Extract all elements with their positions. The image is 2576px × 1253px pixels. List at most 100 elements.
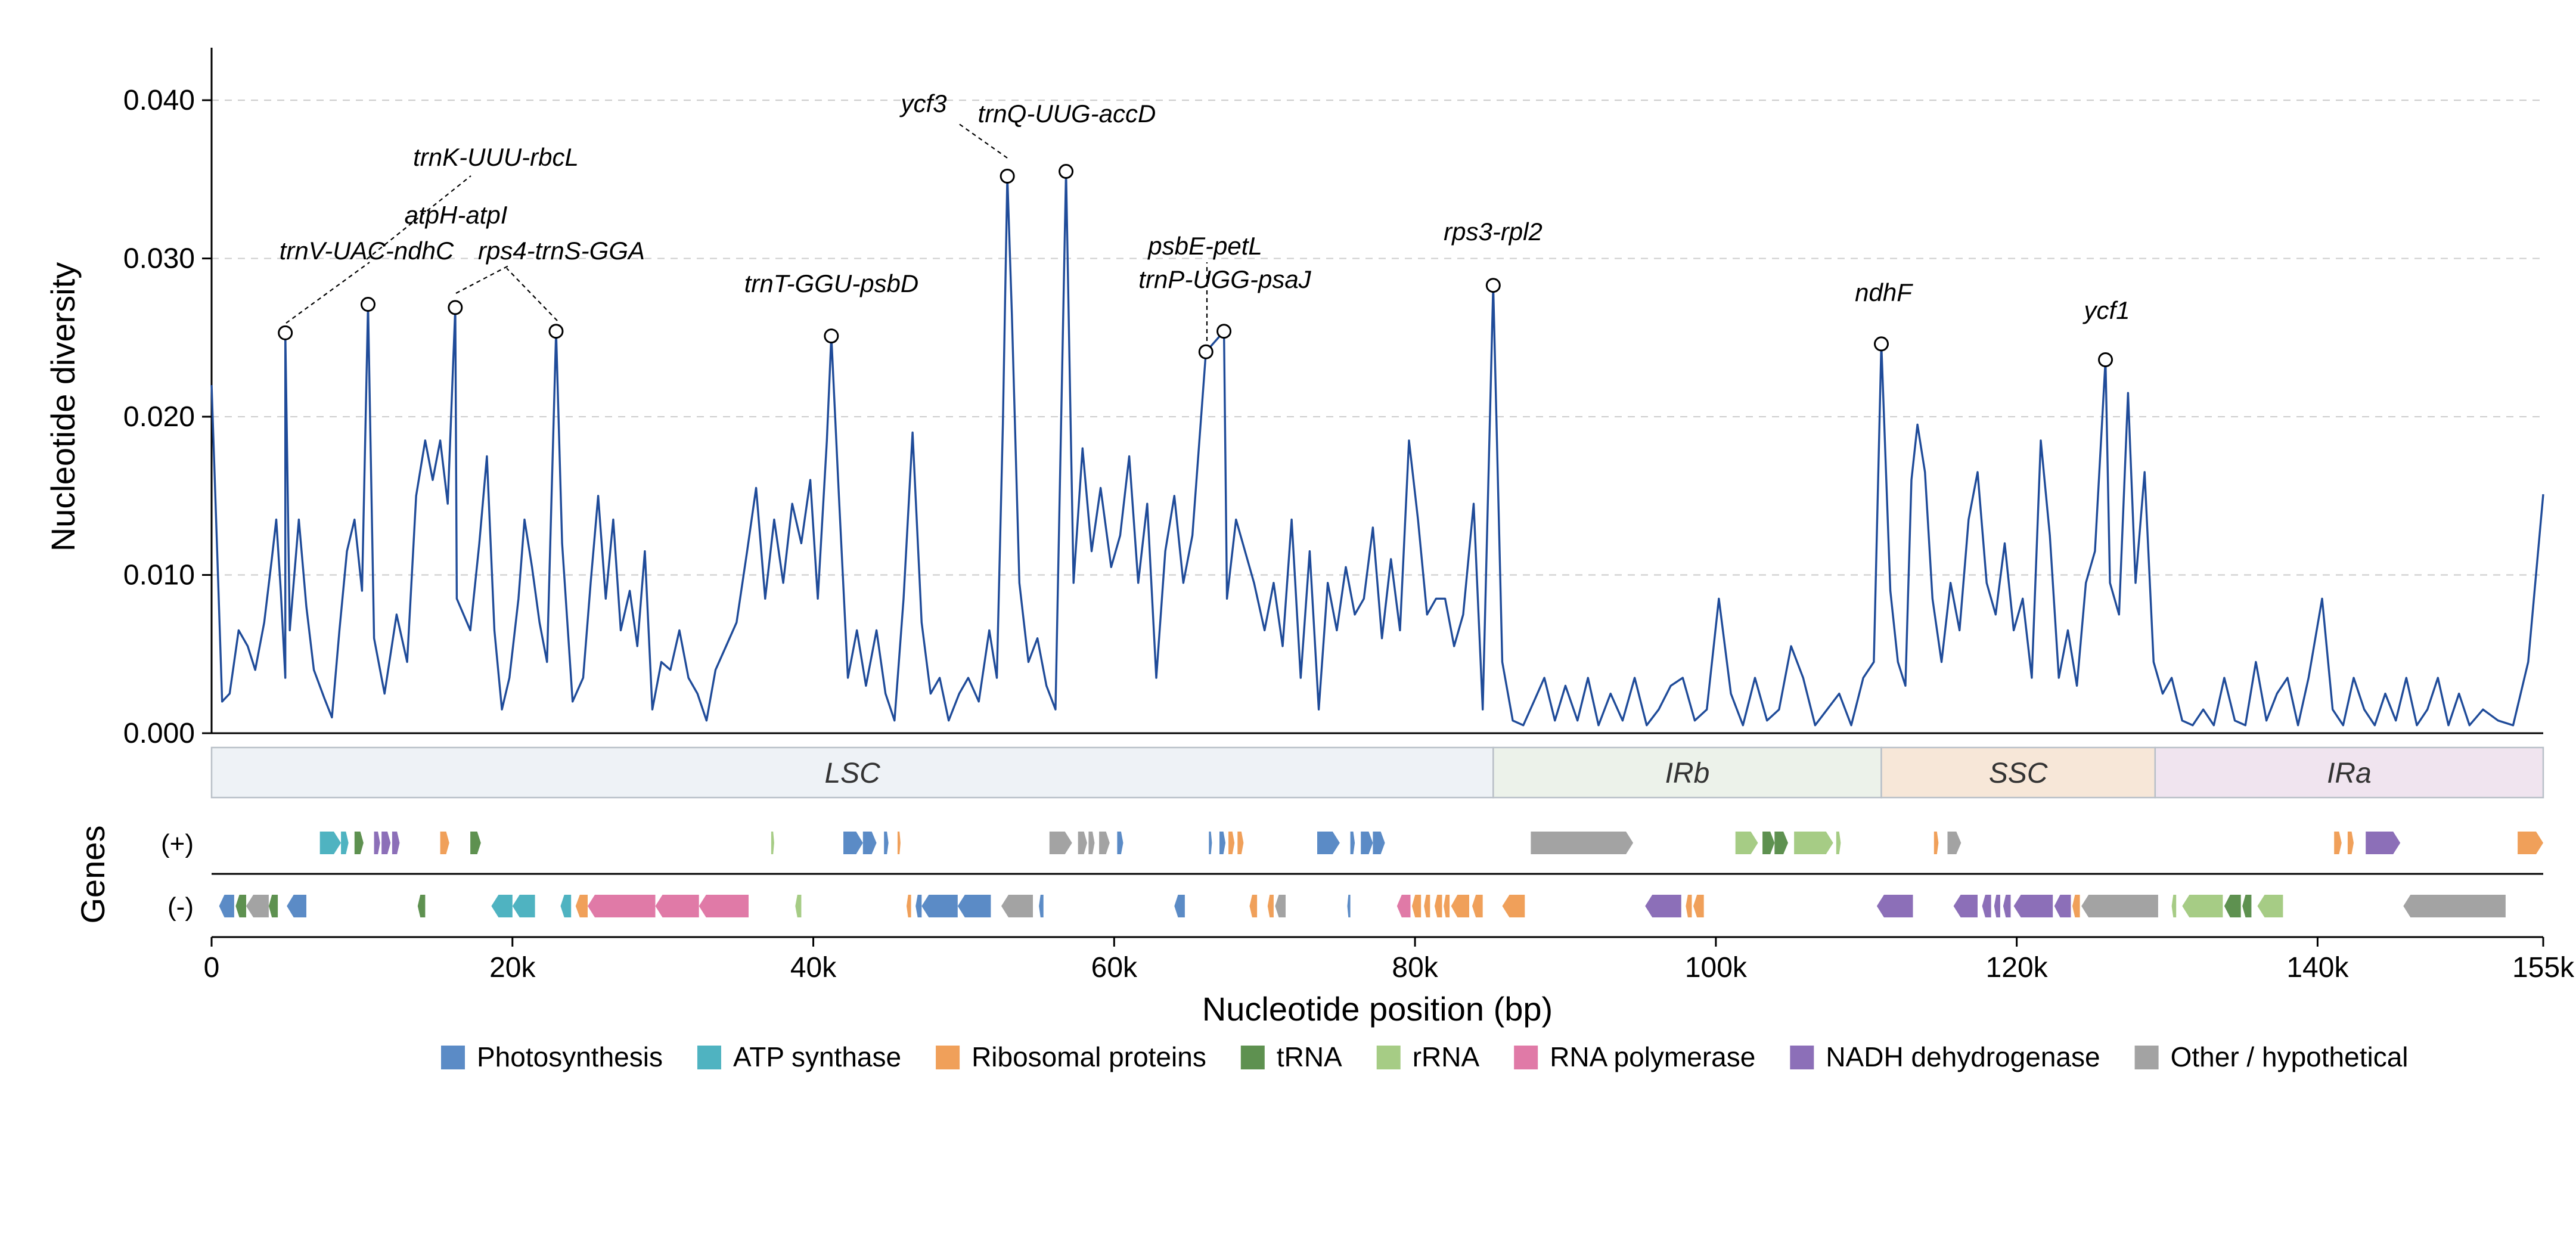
legend-swatch — [2134, 1046, 2159, 1069]
peak-marker — [1216, 324, 1232, 339]
gene-minus-strand — [655, 895, 699, 917]
gene-plus-strand — [1794, 832, 1833, 854]
x-tick-label: 155k — [2512, 952, 2575, 984]
gene-plus-strand — [1237, 832, 1244, 854]
peak-marker — [2098, 352, 2113, 367]
gene-minus-strand — [921, 895, 958, 917]
gene-minus-strand — [2171, 895, 2177, 917]
peak-label: rps3-rpl2 — [1444, 218, 1543, 246]
peak-marker — [548, 324, 564, 339]
gene-plus-strand — [1774, 832, 1788, 854]
gene-plus-strand — [1209, 832, 1212, 854]
peak-marker — [448, 300, 463, 315]
legend-label: NADH dehydrogenase — [1826, 1041, 2100, 1072]
gene-plus-strand — [1228, 832, 1235, 854]
gene-plus-strand — [1762, 832, 1775, 854]
gene-minus-strand — [1982, 895, 1991, 917]
gene-minus-strand — [2257, 895, 2283, 917]
gene-minus-strand — [907, 895, 911, 917]
peak-label: ycf3 — [899, 89, 946, 117]
gene-plus-strand — [2334, 832, 2342, 854]
gene-plus-strand — [1117, 832, 1123, 854]
gene-minus-strand — [560, 895, 572, 917]
gene-minus-strand — [1001, 895, 1033, 917]
x-tick-label: 80k — [1392, 952, 1438, 984]
x-tick-label: 100k — [1685, 952, 1748, 984]
gene-plus-strand — [1735, 832, 1758, 854]
gene-minus-strand — [795, 895, 802, 917]
gene-plus-strand — [1373, 832, 1385, 854]
legend-label: Photosynthesis — [477, 1041, 663, 1072]
region-label: SSC — [1989, 758, 2048, 789]
legend-label: tRNA — [1277, 1041, 1342, 1072]
peak-marker — [1059, 164, 1074, 179]
gene-minus-strand — [219, 895, 234, 917]
peak-label: trnV-UAC-ndhC — [280, 237, 454, 265]
y-gridlines — [212, 99, 2543, 576]
gene-minus-strand — [1396, 895, 1411, 917]
x-tick-label: 20k — [489, 952, 536, 984]
gene-minus-strand — [1994, 895, 2000, 917]
gene-plus-strand — [1099, 832, 1110, 854]
legend-swatch — [1240, 1046, 1265, 1069]
gene-minus-strand — [1434, 895, 1442, 917]
gene-minus-strand — [1412, 895, 1422, 917]
gene-minus-strand — [1693, 895, 1704, 917]
gene-plus-strand — [1531, 832, 1634, 854]
gene-minus-strand — [1502, 895, 1525, 917]
gene-plus-strand — [2518, 832, 2543, 854]
legend-label: ATP synthase — [733, 1041, 901, 1072]
gene-plus-strand — [1933, 832, 1939, 854]
legend: Photosynthesis ATP synthase Ribosomal prot… — [441, 1041, 2409, 1072]
gene-minus-strand — [1645, 895, 1681, 917]
gene-plus-strand — [2347, 832, 2354, 854]
legend-label: Ribosomal proteins — [972, 1041, 1206, 1072]
gene-minus-strand — [1275, 895, 1286, 917]
gene-plus-strand — [884, 832, 889, 854]
gene-minus-strand — [1472, 895, 1483, 917]
gene-minus-strand — [1249, 895, 1258, 917]
x-tick-label: 0 — [204, 952, 220, 984]
gene-minus-strand — [699, 895, 749, 917]
x-tick-label: 140k — [2286, 952, 2349, 984]
peak-label: trnK-UUU-rbcL — [413, 143, 579, 171]
gene-minus-strand — [2013, 895, 2053, 917]
gene-minus-strand — [575, 895, 588, 917]
gene-minus-strand — [235, 895, 246, 917]
gene-plus-strand — [1219, 832, 1226, 854]
gene-minus-strand — [417, 895, 426, 917]
peak-markers: trnV-UAC-ndhC trnK-UUU-rbcL atpH-atpI rps4-… — [278, 89, 2130, 367]
gene-minus-strand — [957, 895, 991, 917]
gene-plus-strand — [440, 832, 449, 854]
plus-strand-label: (+) — [161, 829, 194, 858]
gene-plus-strand — [843, 832, 863, 854]
gene-plus-strand — [341, 832, 349, 854]
gene-minus-strand — [2081, 895, 2158, 917]
region-label: IRb — [1665, 758, 1710, 789]
y-axis-title: Nucleotide diversity — [44, 262, 82, 552]
x-tick-label: 40k — [790, 952, 837, 984]
peak-marker — [1000, 169, 1015, 184]
gene-plus-strand — [771, 832, 774, 854]
region-ssc — [1880, 746, 2156, 799]
gene-minus-strand — [915, 895, 922, 917]
y-tick-label: 0.020 — [123, 401, 195, 433]
gene-plus-strand — [1350, 832, 1355, 854]
gene-plus-strand — [2366, 832, 2401, 854]
peak-marker — [824, 328, 839, 344]
gene-minus-strand — [2403, 895, 2506, 917]
gene-minus-strand — [1451, 895, 1469, 917]
x-tick-label: 60k — [1091, 952, 1138, 984]
gene-minus-strand — [2182, 895, 2223, 917]
y-tick-label: 0.030 — [123, 243, 195, 275]
peak-marker — [360, 297, 375, 312]
gene-minus-strand — [2242, 895, 2252, 917]
gene-minus-strand — [2072, 895, 2080, 917]
gene-minus-strand — [1953, 895, 1978, 917]
gene-plus-strand — [1049, 832, 1072, 854]
legend-swatch — [1514, 1046, 1538, 1069]
peak-label: atpH-atpI — [405, 201, 508, 229]
peak-leader-line — [455, 265, 510, 294]
peak-label: rps4-trnS-GGA — [478, 237, 645, 265]
